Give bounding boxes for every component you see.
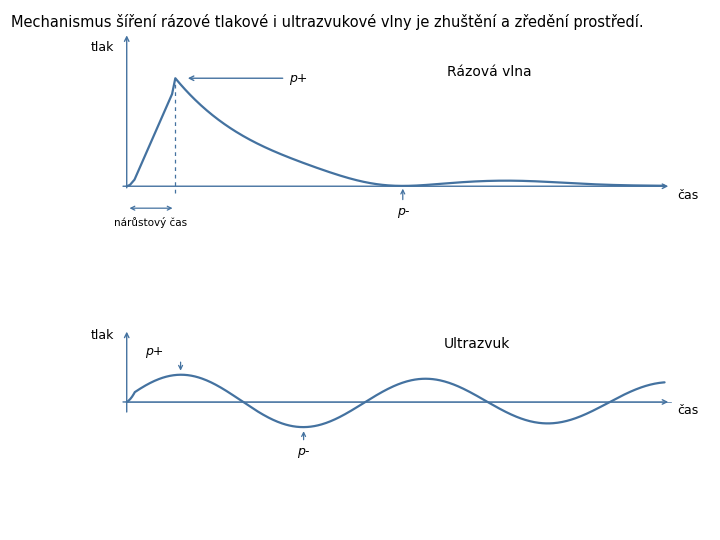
Text: Mechanismus šíření rázové tlakové i ultrazvukové vlny je zhuštění a zředění pros: Mechanismus šíření rázové tlakové i ultr… (11, 14, 644, 30)
Text: p-: p- (297, 445, 310, 458)
Text: nárůstový čas: nárůstový čas (114, 217, 188, 228)
Text: tlak: tlak (91, 329, 114, 342)
Text: p-: p- (397, 205, 409, 218)
Text: p+: p+ (289, 72, 307, 85)
Text: p+: p+ (145, 345, 164, 358)
Text: čas: čas (678, 188, 699, 201)
Text: čas: čas (678, 404, 699, 417)
Text: tlak: tlak (91, 42, 114, 55)
Text: Rázová vlna: Rázová vlna (447, 65, 532, 79)
Text: Ultrazvuk: Ultrazvuk (444, 338, 510, 351)
